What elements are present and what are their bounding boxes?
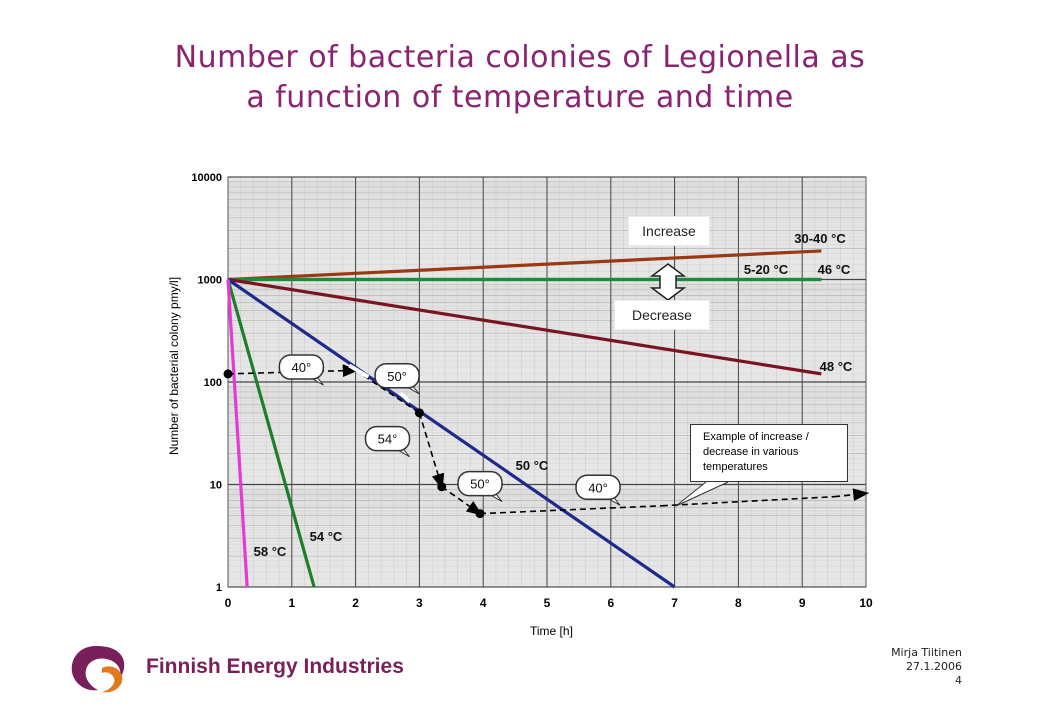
x-tick-label: 8 [735, 596, 742, 610]
plot-border [227, 176, 867, 588]
example-callout: Example of increase / decrease in variou… [690, 424, 848, 482]
example-path-segment [661, 495, 835, 507]
title-line-2: a function of temperature and time [246, 80, 794, 115]
x-tick-label: 7 [671, 596, 678, 610]
title-line-1: Number of bacteria colonies of Legionell… [174, 40, 866, 75]
speech-bubble: 50° [457, 470, 503, 503]
bubble-label: 50° [387, 369, 407, 384]
x-tick-label: 0 [225, 596, 232, 610]
y-tick-label: 10000 [191, 172, 222, 184]
bubble-body [374, 363, 420, 389]
bubble-label: 40° [292, 360, 312, 375]
chart-annotations [649, 263, 729, 507]
bubble-body [575, 474, 621, 501]
footer: Mirja Tiitinen 27.1.2006 4 [891, 646, 962, 688]
bubble-label: 40° [588, 480, 608, 495]
x-tick-label: 4 [480, 596, 487, 610]
speech-bubble: 54° [364, 425, 411, 458]
series-line-54c [226, 279, 316, 588]
x-tick-label: 3 [416, 596, 423, 610]
x-tick-label: 5 [544, 596, 551, 610]
bubble-body [364, 425, 411, 452]
bubble-body [457, 470, 503, 497]
series-line-58c [226, 279, 249, 588]
example-path-segment [441, 486, 483, 516]
bubble-label: 50° [470, 477, 490, 492]
y-axis-title: Number of bacterial colony pmy/l] [167, 276, 181, 456]
line-gap [398, 391, 412, 404]
example-point [223, 369, 233, 379]
series-label: 58 °C [254, 544, 287, 559]
series-label: 54 °C [310, 529, 343, 544]
x-tick-label: 6 [607, 596, 614, 610]
speech-bubble: 40° [278, 354, 325, 386]
example-point [437, 482, 447, 492]
speech-bubbles: 40° 50° 54° 50° 40° [278, 354, 621, 506]
x-tick-label: 2 [352, 596, 359, 610]
logo-mark-purple [71, 646, 125, 691]
y-tick-label: 10 [210, 480, 222, 492]
x-tick-label: 1 [288, 596, 295, 610]
footer-author: Mirja Tiitinen [891, 646, 962, 659]
example-path-segment [479, 504, 662, 515]
x-tick-label: 9 [799, 596, 806, 610]
series-label: 5-20 °C [744, 262, 789, 277]
series-label: 48 °C [820, 359, 853, 374]
bubble-body [278, 354, 325, 380]
series-label: 50 °C [516, 458, 549, 473]
chart-grid [227, 176, 867, 588]
x-tick-label: 10 [859, 596, 873, 610]
series-line-50c [227, 278, 676, 589]
series-line-30-40c [227, 249, 822, 282]
series-label: 46 °C [818, 262, 851, 277]
line-gap [348, 363, 370, 379]
bubble-label: 54° [378, 432, 398, 447]
y-tick-label: 1000 [198, 275, 222, 287]
speech-bubble: 50° [374, 363, 420, 395]
increase-label: Increase [628, 216, 710, 246]
series-label: 30-40 °C [794, 231, 846, 246]
example-point [475, 509, 485, 519]
speech-bubble: 40° [575, 474, 621, 506]
example-point [414, 408, 424, 418]
y-tick-label: 1 [216, 582, 222, 594]
example-callout-pointer [675, 481, 729, 507]
logo-text: Finnish Energy Industries [146, 655, 404, 678]
finnish-energy-logo [71, 646, 125, 693]
slide-title: Number of bacteria colonies of Legionell… [40, 38, 1000, 118]
decrease-label: Decrease [614, 300, 710, 330]
series-line-48c [227, 277, 822, 376]
logo-mark-orange [102, 666, 123, 693]
example-path-layer [223, 363, 870, 519]
example-path-segment [834, 488, 870, 502]
footer-date: 27.1.2006 [906, 660, 962, 673]
series-layer [226, 249, 822, 589]
example-path-segment [418, 412, 445, 490]
y-tick-label: 100 [204, 377, 222, 389]
x-axis-title: Time [h] [530, 624, 573, 638]
footer-page: 4 [955, 674, 962, 687]
series-labels: 30-40 °C 5-20 °C 46 °C 48 °C 50 °C 54 °C 58 °C [254, 231, 853, 559]
